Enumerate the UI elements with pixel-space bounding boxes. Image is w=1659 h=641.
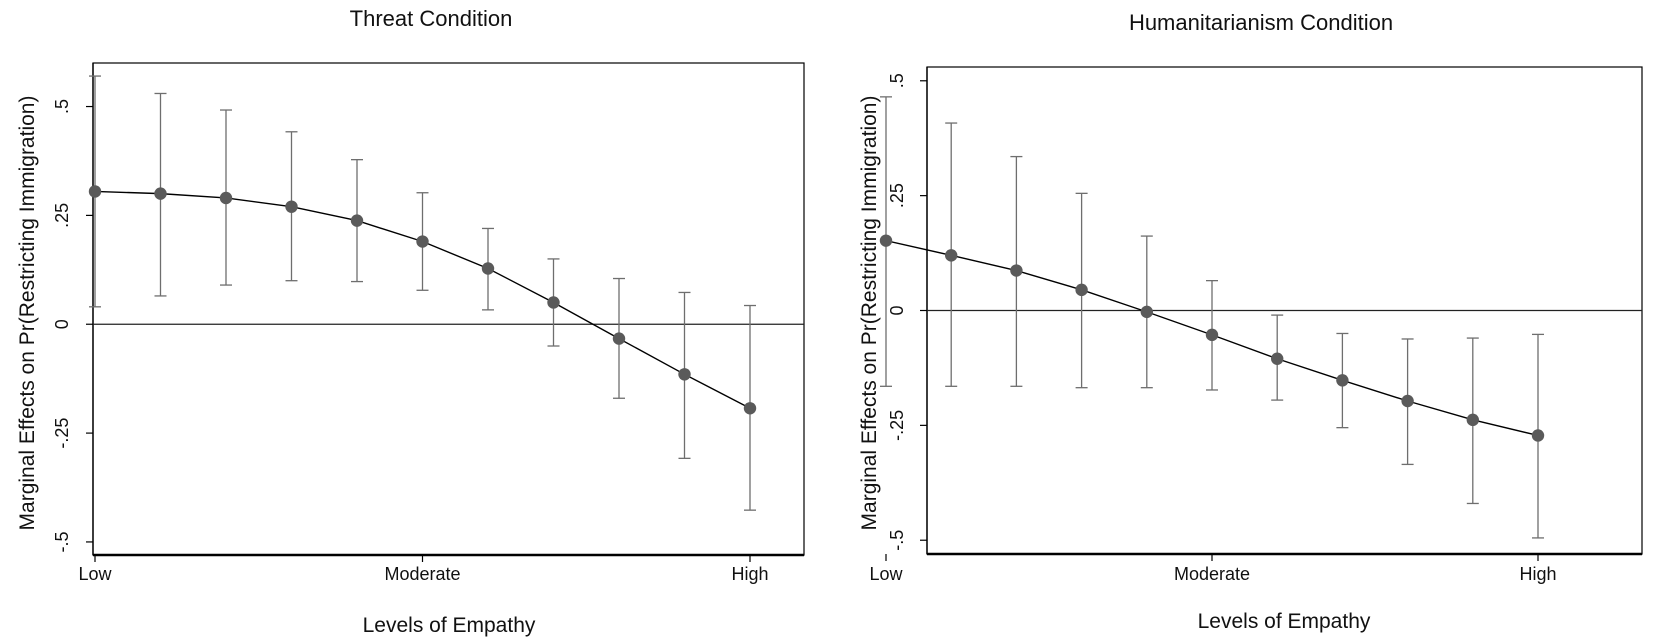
x-tick-label: High xyxy=(1519,564,1556,584)
data-point xyxy=(945,249,958,262)
x-axis-title: Levels of Empathy xyxy=(363,614,536,637)
x-axis-title: Levels of Empathy xyxy=(1198,610,1371,633)
x-axis-ticks: Low Moderate High xyxy=(78,555,769,584)
data-point xyxy=(416,235,429,248)
x-tick-label: Low xyxy=(869,564,903,584)
data-point xyxy=(1401,394,1414,408)
y-tick-label: .25 xyxy=(887,183,907,208)
data-point xyxy=(1466,413,1480,427)
plot-frame xyxy=(92,62,805,556)
confidence-intervals xyxy=(880,96,1544,539)
x-tick-label: Moderate xyxy=(1174,564,1250,584)
data-point xyxy=(88,185,102,198)
y-tick-label: 0 xyxy=(52,319,72,329)
data-point xyxy=(1010,264,1023,277)
y-axis-ticks: -.5 -.25 0 .25 .5 xyxy=(52,99,93,552)
data-point xyxy=(1075,283,1088,297)
data-point xyxy=(154,187,167,200)
y-tick-label: .25 xyxy=(52,203,72,228)
panel-threat-condition: Threat Condition -.5 -.25 0 .25 .5 Low Modera… xyxy=(16,6,805,637)
x-axis-ticks: Low Moderate High xyxy=(869,554,1557,584)
y-tick-label: .5 xyxy=(52,99,72,114)
data-point xyxy=(743,402,757,415)
series-points xyxy=(88,185,757,415)
y-axis-title: Marginal Effects on Pr(Restricting Immig… xyxy=(858,96,881,531)
x-tick-label: High xyxy=(731,564,768,584)
x-tick-label: Moderate xyxy=(384,564,460,584)
panel-title: Humanitarianism Condition xyxy=(1129,10,1393,35)
y-tick-label: 0 xyxy=(887,305,907,315)
data-point xyxy=(1531,429,1545,442)
panel-title: Threat Condition xyxy=(350,6,513,31)
panel-humanitarianism-condition: Humanitarianism Condition -.5-.250.25.5 … xyxy=(858,10,1643,633)
data-point xyxy=(285,200,298,213)
y-axis-title: Marginal Effects on Pr(Restricting Immig… xyxy=(16,96,39,531)
y-tick-label: -.5 xyxy=(52,531,72,552)
data-point xyxy=(612,332,626,345)
data-point xyxy=(350,214,364,227)
data-point xyxy=(219,191,233,205)
data-point xyxy=(547,296,560,309)
y-tick-label: -.25 xyxy=(887,410,907,441)
y-tick-label: -.5 xyxy=(887,530,907,551)
data-point xyxy=(1271,352,1284,365)
data-point xyxy=(879,234,893,247)
y-tick-label: -.25 xyxy=(52,418,72,449)
data-point xyxy=(1205,328,1219,342)
confidence-intervals xyxy=(89,75,756,511)
series-points xyxy=(879,234,1545,442)
x-tick-label: Low xyxy=(78,564,112,584)
data-point xyxy=(481,262,495,275)
data-point xyxy=(1336,374,1349,387)
data-point xyxy=(678,368,691,381)
y-axis-ticks: -.5 -.25 0 .25 .5 xyxy=(887,73,927,551)
data-point xyxy=(1140,305,1154,319)
y-tick-label: .5 xyxy=(887,73,907,88)
